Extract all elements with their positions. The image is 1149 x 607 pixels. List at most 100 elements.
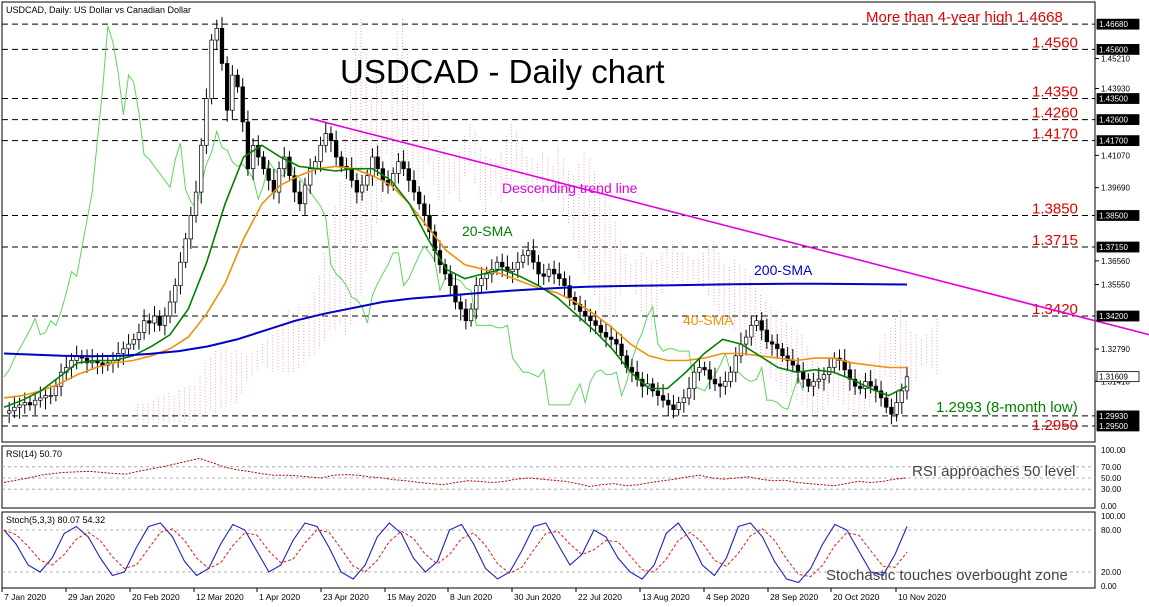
candle-body [702,367,707,371]
candle-body [157,315,162,326]
candle-body [17,404,22,408]
candle-body [453,285,458,303]
level-label: 1.2993 (8-month low) [936,399,1078,416]
candle-body [318,144,323,163]
stoch-panel [1,511,1096,589]
candle-body [391,173,396,186]
candle-body [328,133,334,141]
x-tick-label: 23 Apr 2020 [323,592,369,602]
candle-body [463,308,469,322]
price-level-tag [1096,310,1140,322]
sma200-line [3,282,908,358]
x-tick-label: 4 Sep 2020 [706,592,750,602]
candle-body [811,381,816,387]
rsi-panel [1,445,1096,509]
x-tick-label: 28 Sep 2020 [770,592,818,602]
candle-body [292,175,297,193]
candle-body [655,390,661,396]
x-tick-label: 30 Jun 2020 [514,592,561,602]
level-label: 1.3715 [1032,232,1078,249]
candle-body [230,74,235,111]
candle-body [904,376,910,392]
chikou-span [3,25,804,411]
candle-body [629,367,635,373]
price-level-tag-label: 1.29930 [1099,412,1128,421]
candle-body [759,320,764,331]
stoch-tick-label: 80.00 [1101,526,1122,535]
chart-title: USDCAD - Daily chart [340,53,665,90]
candle-body [240,86,245,123]
x-tick-label: 20 Oct 2020 [833,592,880,602]
price-level-tag-label: 1.37150 [1099,243,1128,252]
candle-body [619,343,624,357]
candle-body [588,315,593,322]
candle-body [375,156,380,170]
level-label: 1.4170 [1032,126,1078,143]
x-tick-label: 22 Jul 2020 [578,592,622,602]
candle-body [183,238,188,263]
stoch-tick-label: 100.00 [1101,512,1126,521]
candle-body [520,254,526,263]
candle-body [302,184,308,205]
candle-body [743,336,749,345]
x-tick-label: 8 Jun 2020 [450,592,492,602]
price-level-tag-label: 1.31609 [1099,373,1128,382]
candle-body [785,355,790,361]
candle-body [38,397,43,401]
stoch-tick-label: 20.00 [1101,568,1122,577]
candle-body [593,320,598,326]
candle-body [308,168,313,186]
candle-body [479,278,484,286]
candle-body [728,371,733,382]
price-level-tag [1096,135,1140,147]
candle-body [12,406,17,412]
price-level-tag [1096,420,1140,432]
rsi-label: RSI(14) 50.70 [6,449,62,459]
candle-body [333,140,339,158]
candle-body [401,161,406,170]
candle-body [614,339,619,345]
price-level-tag-label: 1.38500 [1099,211,1128,220]
candle-body [692,371,697,389]
candle-body [780,348,785,357]
candle-body [136,332,142,340]
candle-body [131,339,136,345]
sma200-label: 200-SMA [754,262,813,278]
price-tick-label: 1.45210 [1101,55,1130,64]
candle-body [541,273,546,277]
candle-body [764,329,770,343]
rsi-tick-label: 100.00 [1101,446,1126,455]
level-label: 1.4260 [1032,105,1078,122]
candle-body [598,325,603,333]
x-tick-label: 29 Jan 2020 [68,592,115,602]
price-level-tag [1096,210,1140,221]
candle-body [411,180,417,193]
candle-body [406,168,411,181]
candle-body [323,133,328,146]
level-label: 1.2950 [1032,417,1078,434]
x-tick-label: 12 Mar 2020 [196,592,244,602]
candle-body [27,402,33,406]
price-level-tag [1096,44,1140,55]
sma20-line [3,144,908,409]
candle-body [266,168,271,181]
candle-body [603,332,609,338]
candle-body [878,390,884,399]
candle-body [660,395,666,401]
candle-body [515,261,520,270]
symbol-header: USDCAD, Daily: US Dollar vs Canadian Dol… [6,5,191,15]
rsi-tick-label: 0.00 [1101,502,1117,511]
candle-body [359,184,365,193]
sma40-line [3,165,907,399]
rsi-tick-label: 30.00 [1101,485,1122,494]
candle-body [510,268,515,272]
candle-body [225,63,230,111]
candle-body [666,399,671,406]
candle-body [141,320,147,333]
candle-body [749,325,754,338]
candle-body [53,385,59,396]
stoch-k-line [3,522,908,584]
candle-body [458,301,463,310]
candle-body [204,98,209,146]
price-level-tag-label: 1.46680 [1099,20,1128,29]
